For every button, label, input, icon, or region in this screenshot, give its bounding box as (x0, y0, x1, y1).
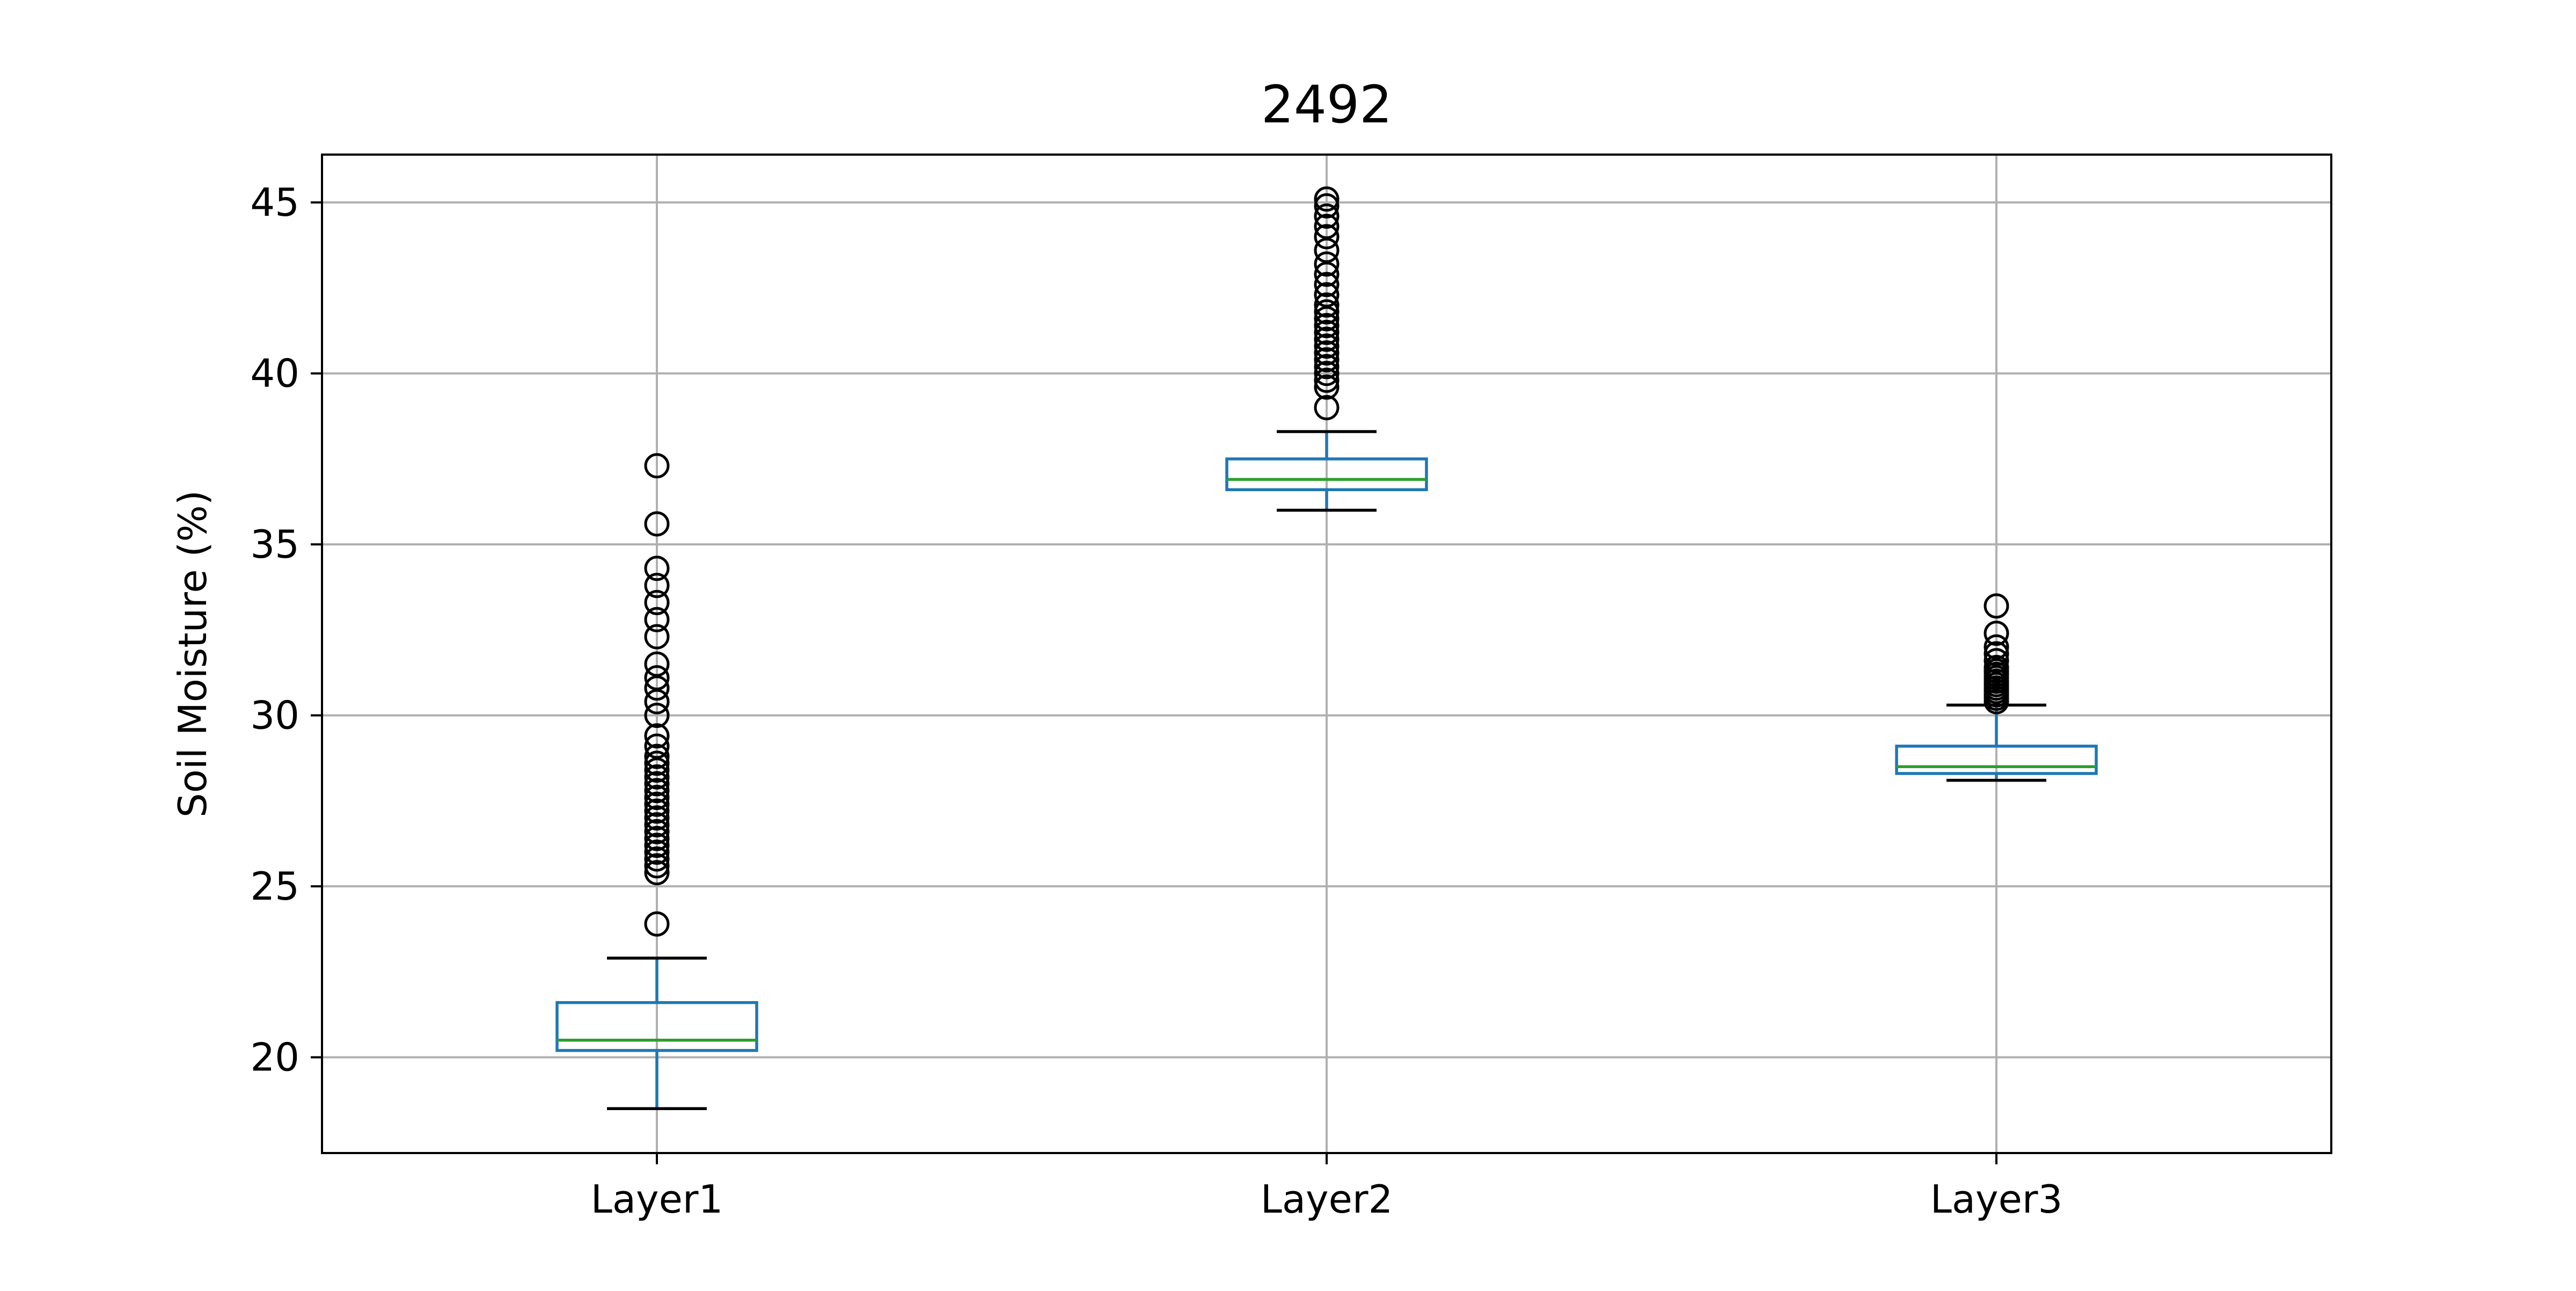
outlier-point (1314, 193, 1340, 219)
y-tick-label: 40 (250, 351, 299, 396)
outlier-point (644, 573, 670, 599)
outlier-point (644, 826, 670, 851)
outlier-point (1984, 654, 2009, 680)
outlier-point (644, 733, 670, 759)
x-tick-label: Layer1 (591, 1177, 723, 1222)
iqr-box (1895, 745, 2098, 775)
outlier-point (644, 839, 670, 865)
outlier-point (1314, 326, 1340, 352)
outlier-point (644, 791, 670, 817)
outlier-point (644, 624, 670, 650)
outlier-point (1984, 648, 2009, 674)
y-tick-label: 35 (250, 522, 299, 567)
outlier-point (1314, 272, 1340, 297)
outlier-point (1314, 333, 1340, 359)
outlier-point (1984, 593, 2009, 619)
outlier-point (644, 665, 670, 691)
outlier-point (644, 819, 670, 844)
outlier-point (644, 846, 670, 872)
outlier-point (1314, 186, 1340, 212)
outlier-point (644, 750, 670, 776)
boxes-layer (555, 186, 2098, 1110)
outlier-point (644, 805, 670, 831)
y-tick-label: 30 (250, 693, 299, 738)
outlier-point (644, 778, 670, 804)
outlier-point (644, 757, 670, 783)
outlier-point (644, 511, 670, 537)
outlier-point (644, 453, 670, 479)
outlier-point (1314, 306, 1340, 332)
outlier-point (1314, 292, 1340, 318)
outlier-point (644, 833, 670, 858)
outlier-point (644, 651, 670, 677)
chart-title: 2492 (1261, 75, 1392, 135)
y-tick-label: 25 (250, 864, 299, 909)
outlier-point (644, 689, 670, 714)
outlier-point (1314, 312, 1340, 338)
outlier-point (644, 785, 670, 811)
outlier-point (644, 743, 670, 769)
outlier-point (1314, 354, 1340, 380)
outlier-point (1314, 374, 1340, 400)
y-tick-label: 20 (250, 1035, 299, 1080)
outlier-point (644, 703, 670, 728)
outlier-point (1314, 203, 1340, 229)
outlier-point (644, 853, 670, 879)
outlier-point (1314, 319, 1340, 345)
outlier-point (1314, 282, 1340, 308)
iqr-box (1225, 457, 1428, 491)
outlier-point (644, 812, 670, 837)
outlier-point (1314, 237, 1340, 263)
ticks-layer: 20 25 30 35 40 45 Layer1 Layer2 Layer3 (250, 180, 2062, 1222)
outlier-point (1984, 634, 2009, 660)
outlier-point (644, 771, 670, 797)
outlier-point (1314, 251, 1340, 277)
outlier-point (644, 860, 670, 886)
outlier-point (1314, 347, 1340, 373)
outlier-point (644, 911, 670, 937)
x-tick-label: Layer3 (1930, 1177, 2063, 1222)
outlier-point (1314, 340, 1340, 366)
grid-lines (322, 155, 2331, 1153)
outlier-point (644, 589, 670, 615)
outlier-point (644, 798, 670, 824)
outlier-point (644, 675, 670, 701)
outlier-point (644, 607, 670, 632)
iqr-box (555, 1001, 758, 1052)
outlier-point (1314, 361, 1340, 386)
outlier-point (644, 556, 670, 581)
outlier-point (1984, 621, 2009, 646)
outlier-point (1984, 641, 2009, 667)
outlier-point (644, 764, 670, 790)
x-tick-label: Layer2 (1261, 1177, 1393, 1222)
y-axis-label: Soil Moisture (%) (170, 490, 215, 818)
outlier-point (1314, 299, 1340, 325)
outlier-point (1314, 214, 1340, 239)
outlier-point (1314, 261, 1340, 287)
outlier-point (644, 723, 670, 749)
outlier-point (1314, 367, 1340, 393)
outlier-point (1314, 395, 1340, 420)
y-tick-label: 45 (250, 180, 299, 225)
outlier-point (1314, 224, 1340, 250)
